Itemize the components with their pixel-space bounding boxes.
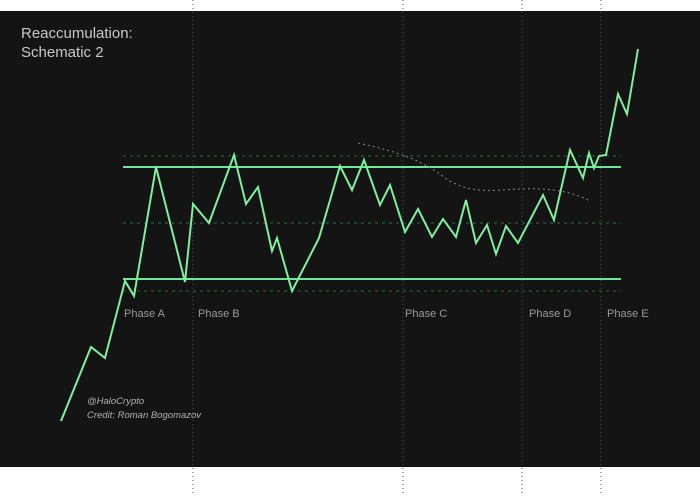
title-line-1: Reaccumulation: [21,25,133,42]
credit-author: Credit: Roman Bogomazov [87,410,202,421]
phase-a-label: Phase A [124,308,166,320]
phase-d-label: Phase D [529,308,571,320]
trading-range [123,166,621,280]
title-line-2: Schematic 2 [21,44,104,61]
dashed-trend-curve [357,142,591,202]
guide-lines [123,155,621,292]
phase-dividers [192,0,602,496]
phase-b-label: Phase B [198,308,240,320]
phase-c-label: Phase C [405,308,447,320]
price-path [60,48,639,422]
page-title: Reaccumulation: Schematic 2 [21,24,133,62]
chart-panel [0,11,700,467]
phase-e-label: Phase E [607,308,649,320]
credit-handle: @HaloCrypto [87,396,144,407]
